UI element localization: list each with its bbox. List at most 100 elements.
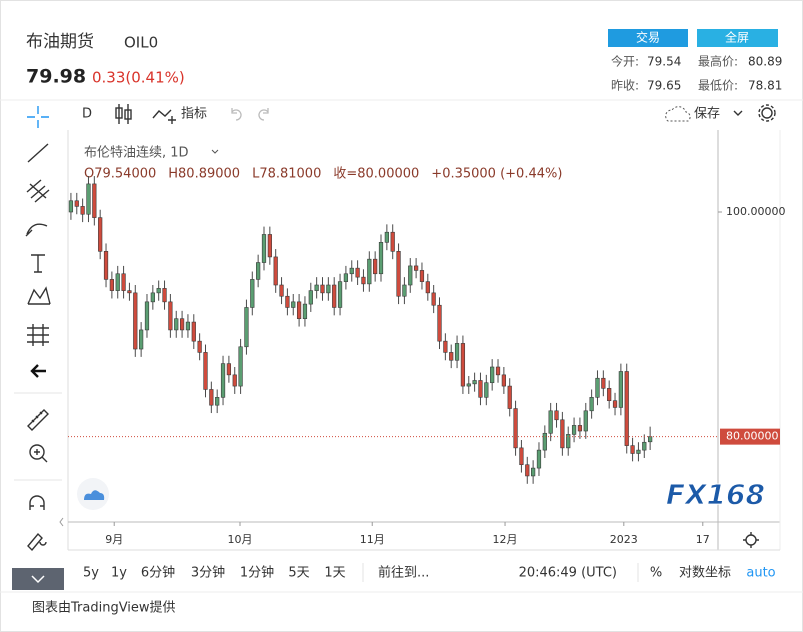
trade-button[interactable] — [608, 29, 688, 47]
candle-type-icon[interactable] — [124, 109, 132, 120]
legend-item: +0.35000 (+0.44%) — [431, 167, 562, 182]
candle-body — [320, 284, 325, 294]
candle-body — [507, 385, 512, 409]
candle-body — [127, 290, 132, 294]
x-tick-label: 12月 — [493, 533, 518, 546]
candle-body — [501, 374, 506, 387]
candle-body — [174, 318, 179, 331]
lock-tool[interactable] — [27, 532, 47, 552]
range-button[interactable]: 6分钟 — [141, 565, 175, 581]
series-title[interactable]: 布伦特油连续, 1D — [84, 145, 189, 161]
candle-body — [560, 419, 565, 449]
range-button[interactable]: 5y — [83, 566, 99, 581]
candle-body — [355, 267, 360, 278]
range-button[interactable]: 1y — [111, 566, 127, 581]
brush-tool[interactable] — [25, 223, 48, 237]
candle-body — [226, 363, 232, 376]
fullscreen-button-label[interactable]: 全屏 — [725, 30, 749, 45]
zoom-tool[interactable] — [29, 444, 45, 460]
candle-body — [495, 366, 501, 376]
back-tool[interactable] — [30, 364, 46, 378]
collapse-icon[interactable] — [31, 575, 45, 584]
crosshair-icon[interactable] — [27, 106, 49, 128]
x-tick-label: 10月 — [228, 533, 253, 546]
axis-settings[interactable] — [743, 532, 759, 548]
candle-body — [74, 200, 79, 207]
axis-option[interactable]: auto — [746, 566, 775, 581]
candle-body — [185, 321, 191, 331]
legend-item: H80.89000 — [168, 167, 240, 182]
indicators-icon[interactable] — [152, 109, 176, 124]
candle-type-icon[interactable] — [115, 107, 123, 119]
axis-option[interactable]: % — [650, 566, 662, 581]
zoom-tool[interactable] — [34, 449, 48, 463]
range-button[interactable]: 1分钟 — [240, 565, 274, 581]
hide-toolbar[interactable] — [59, 517, 64, 527]
range-button[interactable]: 1天 — [324, 566, 345, 581]
x-tick-label: 9月 — [105, 533, 123, 546]
measure-tool[interactable] — [27, 409, 49, 431]
collapse-toolbar[interactable] — [12, 568, 64, 590]
candle-body — [361, 276, 366, 285]
legend-item: O79.54000 — [84, 167, 156, 182]
save-icon[interactable] — [665, 106, 691, 122]
candle-body — [531, 467, 536, 477]
candle-body — [624, 371, 629, 446]
candle-body — [109, 279, 114, 291]
save-button[interactable]: 保存 — [694, 107, 720, 122]
candle-body — [267, 234, 272, 258]
stat-value: 78.81 — [748, 79, 782, 93]
fib-tool[interactable] — [26, 179, 50, 203]
candle-body — [103, 251, 109, 280]
crosshair-tool[interactable] — [27, 106, 49, 128]
price-change: 0.33(0.41%) — [92, 69, 185, 87]
undo-redo[interactable] — [231, 108, 269, 121]
range-button[interactable]: 3分钟 — [191, 565, 225, 581]
candle-body — [162, 288, 167, 303]
candle-body — [548, 410, 553, 434]
save-dropdown[interactable] — [733, 110, 743, 116]
prediction-tool[interactable] — [27, 324, 49, 346]
candle-body — [232, 374, 237, 387]
candle-body — [273, 256, 278, 286]
interval[interactable]: D — [82, 107, 92, 122]
series-dropdown[interactable] — [211, 149, 219, 154]
candle-body — [566, 434, 571, 449]
axis-option[interactable]: 对数坐标 — [679, 566, 731, 581]
logo-cloud — [84, 490, 105, 500]
goto-date[interactable]: 前往到... — [378, 565, 429, 581]
x-tick-label: 11月 — [360, 533, 385, 546]
candle-body — [343, 273, 349, 282]
candle-body — [209, 389, 214, 406]
legend-item: L78.81000 — [252, 167, 321, 182]
candle-body — [460, 343, 466, 387]
candle-body — [577, 425, 583, 432]
pattern-tool[interactable] — [27, 286, 51, 305]
candle-body — [425, 281, 430, 294]
x-tick-label: 17 — [696, 533, 710, 546]
stat-label: 最高价: — [698, 54, 738, 69]
settings-icon[interactable] — [758, 104, 776, 122]
range-button[interactable]: 5天 — [288, 566, 309, 581]
candle-body — [244, 307, 249, 348]
trend-line-tool[interactable] — [27, 143, 49, 163]
candle-body — [513, 408, 518, 449]
candle-body — [454, 343, 460, 361]
candle-body — [115, 273, 120, 291]
candle-body — [291, 301, 296, 308]
x-tick-label: 2023 — [610, 533, 638, 546]
candle-body — [601, 377, 606, 389]
candle-body — [285, 295, 290, 308]
magnet-tool[interactable] — [29, 495, 45, 510]
indicators-button[interactable]: 指标 — [181, 107, 207, 122]
trade-button-label[interactable]: 交易 — [636, 30, 660, 45]
title: 布油期货 — [26, 32, 94, 52]
candle-body — [144, 301, 150, 331]
fullscreen-button[interactable] — [697, 29, 778, 47]
watermark: FX168 — [666, 478, 765, 511]
settings-icon[interactable] — [761, 107, 773, 119]
stat-label: 今开: — [611, 54, 639, 69]
last-price-label: 80.00000 — [726, 430, 779, 443]
text-tool[interactable] — [31, 254, 45, 273]
